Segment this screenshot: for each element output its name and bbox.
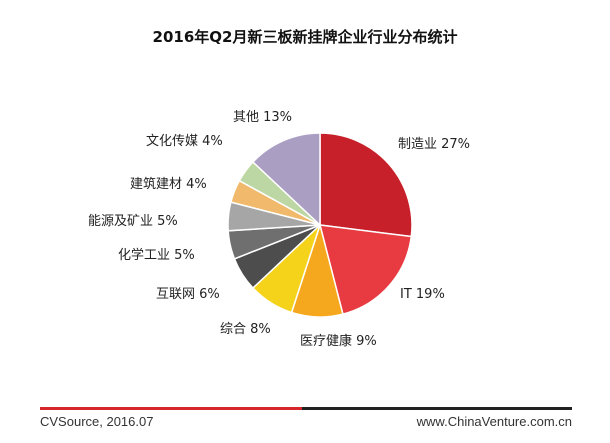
slice-label: 建筑建材 4%: [130, 176, 207, 192]
pie-labels: 制造业 27% IT 19% 医疗健康 9% 综合 8% 互联网 6% 化学工业 5% 能源…: [88, 110, 470, 349]
slice-label: 化学工业 5%: [118, 247, 195, 263]
pie-slice: [318, 224, 413, 316]
slice-label: 文化传媒 4%: [146, 134, 223, 149]
footer-site-url: www.ChinaVenture.com.cn: [416, 414, 572, 429]
slice-label: 医疗健康 9%: [300, 333, 377, 349]
footer-source: CVSource, 2016.07: [40, 414, 154, 429]
pie-slice: [319, 132, 413, 238]
slice-label: 能源及矿业 5%: [88, 214, 178, 229]
slice-label: 其他 13%: [233, 110, 292, 125]
slice-label: IT 19%: [400, 287, 445, 302]
slice-label: 制造业 27%: [398, 137, 470, 152]
footer-divider-black: [302, 407, 572, 410]
slice-label: 互联网 6%: [156, 287, 220, 302]
footer-divider-red: [40, 407, 302, 410]
chart-title: 2016年Q2月新三板新挂牌企业行业分布统计: [152, 28, 458, 46]
pie-slices: [227, 132, 413, 318]
slice-label: 综合 8%: [220, 322, 271, 337]
pie-slice: [251, 132, 321, 227]
